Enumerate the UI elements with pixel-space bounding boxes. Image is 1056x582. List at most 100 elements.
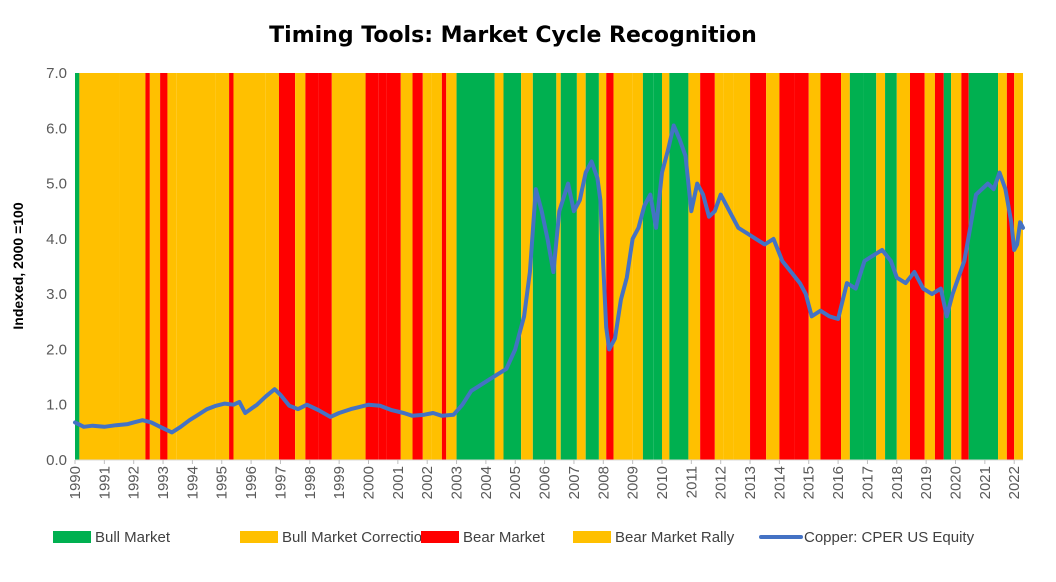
legend-swatch-rally [573, 531, 611, 543]
regime-band-correction [896, 73, 911, 460]
x-tick-label: 2012 [713, 466, 730, 499]
x-tick-label: 2005 [507, 466, 524, 499]
regime-band-bear [318, 73, 332, 460]
x-tick-label: 2018 [889, 466, 906, 499]
regime-band-correction [661, 73, 670, 460]
regime-band-correction [431, 73, 442, 460]
legend-label: Bear Market [463, 529, 546, 546]
regime-band-bull [669, 73, 689, 460]
regime-band-correction [766, 73, 780, 460]
regime-band-bull [943, 73, 952, 460]
regime-band-bull [585, 73, 599, 460]
regime-band-bear [910, 73, 925, 460]
regime-band-bear [934, 73, 944, 460]
legend-label: Copper: CPER US Equity [804, 529, 975, 546]
regime-band-rally [422, 73, 432, 460]
regime-band-bear [750, 73, 767, 460]
x-tick-label: 2014 [771, 466, 788, 499]
regime-band-bull [968, 73, 999, 460]
regime-band-bull [642, 73, 654, 460]
regime-band-rally [295, 73, 306, 460]
regime-band-bear [441, 73, 447, 460]
x-tick-label: 2010 [654, 466, 671, 499]
x-tick-label: 2000 [360, 466, 377, 499]
x-tick-label: 1999 [331, 466, 348, 499]
regime-band-rally [400, 73, 413, 460]
x-tick-label: 2015 [801, 466, 818, 499]
x-tick-label: 2013 [742, 466, 759, 499]
x-tick-label: 2007 [566, 466, 583, 499]
x-tick-label: 1994 [184, 466, 201, 499]
x-tick-label: 2011 [683, 466, 700, 498]
x-tick-label: 2022 [1006, 466, 1023, 499]
x-tick-label: 1995 [214, 466, 231, 499]
legend-swatch-correction [240, 531, 278, 543]
regime-band-rally [714, 73, 724, 460]
x-tick-label: 1992 [126, 466, 143, 499]
regime-band-rally [841, 73, 850, 460]
regime-band-rally [167, 73, 177, 460]
y-tick-label: 4.0 [46, 231, 67, 248]
x-tick-label: 2009 [625, 466, 642, 499]
regime-band-rally [808, 73, 821, 460]
x-tick-label: 1993 [155, 466, 172, 499]
x-tick-label: 2019 [918, 466, 935, 499]
regime-band-correction [556, 73, 561, 460]
x-tick-label: 2021 [977, 466, 994, 499]
y-tick-label: 0.0 [46, 452, 67, 469]
regime-band-correction [576, 73, 586, 460]
regime-band-bear [412, 73, 423, 460]
regime-band-bull [863, 73, 877, 460]
regime-band-bear [305, 73, 319, 460]
x-tick-label: 2006 [537, 466, 554, 499]
x-tick-label: 2017 [859, 466, 876, 499]
regime-band-bull [75, 73, 80, 460]
legend: Bull Market Bull Market Correction Bear Ma… [53, 529, 975, 546]
regime-band-bull [532, 73, 557, 460]
legend-swatch-bear [421, 531, 459, 543]
regime-band-bear [145, 73, 150, 460]
regime-band-correction [1014, 73, 1023, 460]
regime-band-bear [606, 73, 614, 460]
regime-band-bear [365, 73, 379, 460]
regime-band-correction [632, 73, 643, 460]
regime-band-correction [79, 73, 120, 460]
y-tick-label: 2.0 [46, 341, 67, 358]
regime-band-rally [613, 73, 633, 460]
regime-band-correction [733, 73, 751, 460]
legend-label: Bull Market [95, 529, 171, 546]
y-axis-label: Indexed, 2000 =100 [10, 202, 26, 329]
regime-band-rally [149, 73, 161, 460]
y-tick-label: 3.0 [46, 286, 67, 303]
regime-band-bull [849, 73, 864, 460]
regime-band-bull [560, 73, 577, 460]
x-tick-label: 1997 [272, 466, 289, 499]
regime-band-bear [378, 73, 387, 460]
x-tick-label: 2003 [449, 466, 466, 499]
regime-band-correction [233, 73, 266, 460]
regime-band-bear [700, 73, 715, 460]
regime-band-correction [331, 73, 366, 460]
y-tick-label: 7.0 [46, 65, 67, 82]
x-tick-label: 1990 [67, 466, 84, 499]
regime-band-correction [446, 73, 457, 460]
y-tick-label: 5.0 [46, 176, 67, 193]
regime-band-bear [1006, 73, 1015, 460]
x-tick-label: 2004 [478, 466, 495, 499]
regime-band-correction [494, 73, 504, 460]
x-tick-label: 2016 [830, 466, 847, 499]
x-tick-label: 2020 [947, 466, 964, 499]
x-tick-label: 2001 [390, 466, 407, 499]
chart-title: Timing Tools: Market Cycle Recognition [269, 23, 757, 48]
series-line-copper [73, 123, 1025, 435]
regime-band-bear [229, 73, 234, 460]
regime-band-correction [119, 73, 146, 460]
y-tick-label: 6.0 [46, 120, 67, 137]
regime-band-bear [961, 73, 969, 460]
regime-band-correction [998, 73, 1007, 460]
regime-band-correction [951, 73, 962, 460]
regime-band-bear [278, 73, 296, 460]
regime-band-bear [160, 73, 168, 460]
regime-band-bear [794, 73, 809, 460]
